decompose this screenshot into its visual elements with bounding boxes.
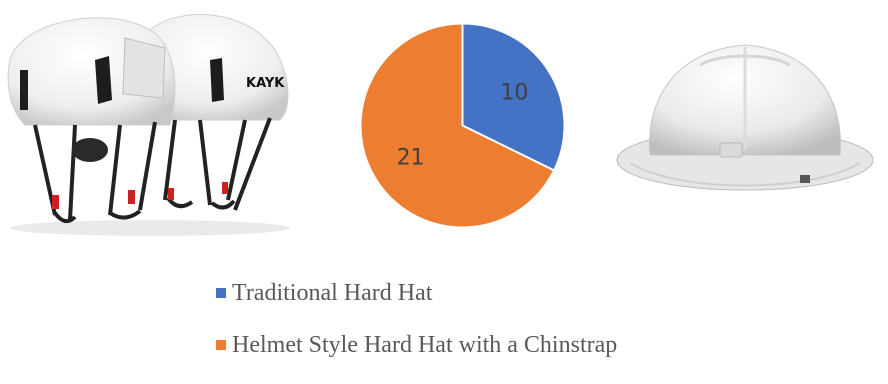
pie-data-label-0: 10	[500, 81, 528, 106]
pie-slice-1	[359, 22, 556, 229]
legend-label-traditional: Traditional Hard Hat	[232, 279, 433, 306]
chart-legend: Traditional Hard Hat Helmet Style Hard H…	[216, 280, 617, 384]
traditional-hard-hat-photo	[616, 44, 874, 191]
legend-label-helmet: Helmet Style Hard Hat with a Chinstrap	[232, 331, 618, 358]
helmet-logo: KAYK	[246, 76, 285, 91]
pie-data-label-1: 21	[397, 145, 425, 170]
legend-item-helmet: Helmet Style Hard Hat with a Chinstrap	[216, 332, 617, 358]
pie-slice-0	[461, 22, 566, 172]
pie-chart: 10 21	[359, 22, 566, 229]
helmet-with-chinstrap-photo: KAYK	[7, 14, 290, 236]
legend-swatch-helmet	[216, 340, 226, 350]
legend-item-traditional: Traditional Hard Hat	[216, 280, 617, 306]
legend-swatch-traditional	[216, 288, 226, 298]
